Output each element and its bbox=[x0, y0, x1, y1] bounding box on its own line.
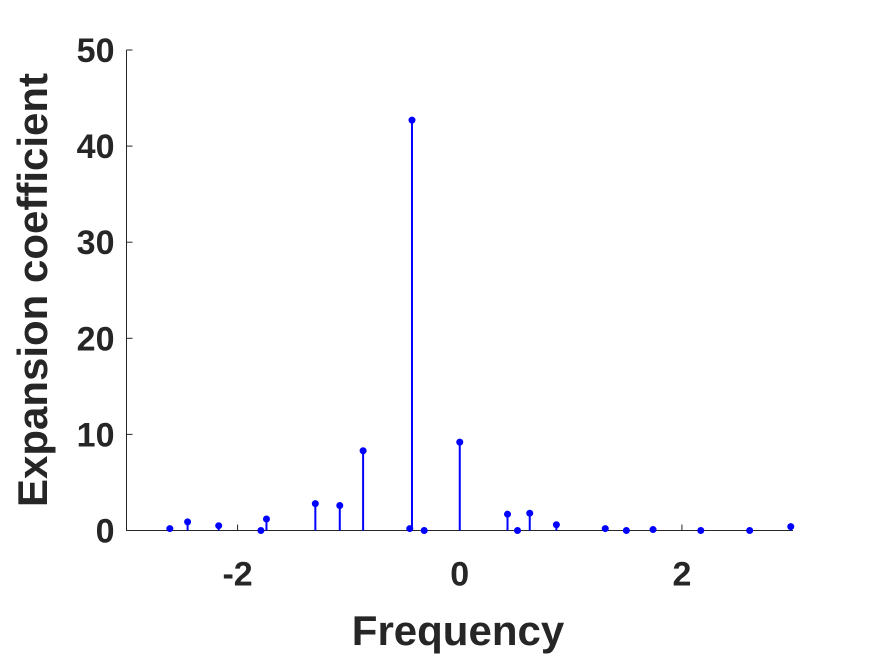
stem-point bbox=[166, 525, 174, 533]
stem-point bbox=[311, 500, 319, 531]
stem-marker bbox=[601, 525, 609, 533]
y-tick-label: 0 bbox=[96, 513, 115, 551]
stem-marker bbox=[262, 515, 270, 523]
stem-point bbox=[504, 510, 512, 531]
stem-marker bbox=[336, 502, 344, 510]
stem-marker bbox=[420, 527, 428, 534]
stem-marker bbox=[311, 500, 319, 508]
stem-point bbox=[514, 527, 522, 534]
x-tick-label: -2 bbox=[222, 556, 252, 594]
stem-marker bbox=[649, 526, 657, 534]
stem-marker bbox=[215, 522, 223, 530]
stem-point bbox=[746, 527, 754, 534]
y-tick-label: 40 bbox=[77, 128, 115, 166]
y-tick-label: 30 bbox=[77, 224, 115, 262]
stem-marker bbox=[552, 521, 560, 529]
stem-point bbox=[215, 522, 223, 531]
y-tick-label: 50 bbox=[77, 32, 115, 70]
stem-point bbox=[262, 515, 270, 531]
stem-marker bbox=[746, 527, 754, 534]
stem-marker bbox=[622, 527, 630, 534]
stem-marker bbox=[504, 510, 512, 518]
stem-series bbox=[166, 116, 795, 534]
stem-point bbox=[787, 523, 795, 531]
stem-point bbox=[408, 116, 416, 531]
stem-point bbox=[359, 447, 367, 531]
x-ticks: -2 0 2 bbox=[222, 524, 691, 594]
stem-marker bbox=[526, 509, 534, 517]
stem-marker bbox=[514, 527, 522, 534]
stem-point bbox=[697, 527, 705, 534]
stem-marker bbox=[184, 518, 192, 526]
x-axis-label: Frequency bbox=[352, 607, 565, 654]
y-tick-label: 20 bbox=[77, 320, 115, 358]
stem-point bbox=[257, 527, 265, 534]
stem-point bbox=[336, 502, 344, 531]
stem-marker bbox=[697, 527, 705, 534]
y-axis-label: Expansion coefficient bbox=[9, 73, 56, 507]
stem-marker bbox=[456, 438, 464, 446]
stem-point bbox=[526, 509, 534, 531]
x-tick-label: 0 bbox=[450, 556, 469, 594]
stem-marker bbox=[787, 523, 795, 531]
stem-point bbox=[601, 525, 609, 533]
stem-marker bbox=[408, 116, 416, 124]
stem-point bbox=[456, 438, 464, 531]
stem-point bbox=[552, 521, 560, 531]
y-ticks: 0 10 20 30 40 50 bbox=[77, 32, 133, 551]
stem-marker bbox=[359, 447, 367, 455]
stem-point bbox=[184, 518, 192, 531]
stem-marker bbox=[166, 525, 174, 533]
stem-point bbox=[420, 527, 428, 534]
y-tick-label: 10 bbox=[77, 416, 115, 454]
stem-point bbox=[649, 526, 657, 534]
stem-marker bbox=[257, 527, 265, 534]
stem-point bbox=[622, 527, 630, 534]
x-tick-label: 2 bbox=[672, 556, 691, 594]
